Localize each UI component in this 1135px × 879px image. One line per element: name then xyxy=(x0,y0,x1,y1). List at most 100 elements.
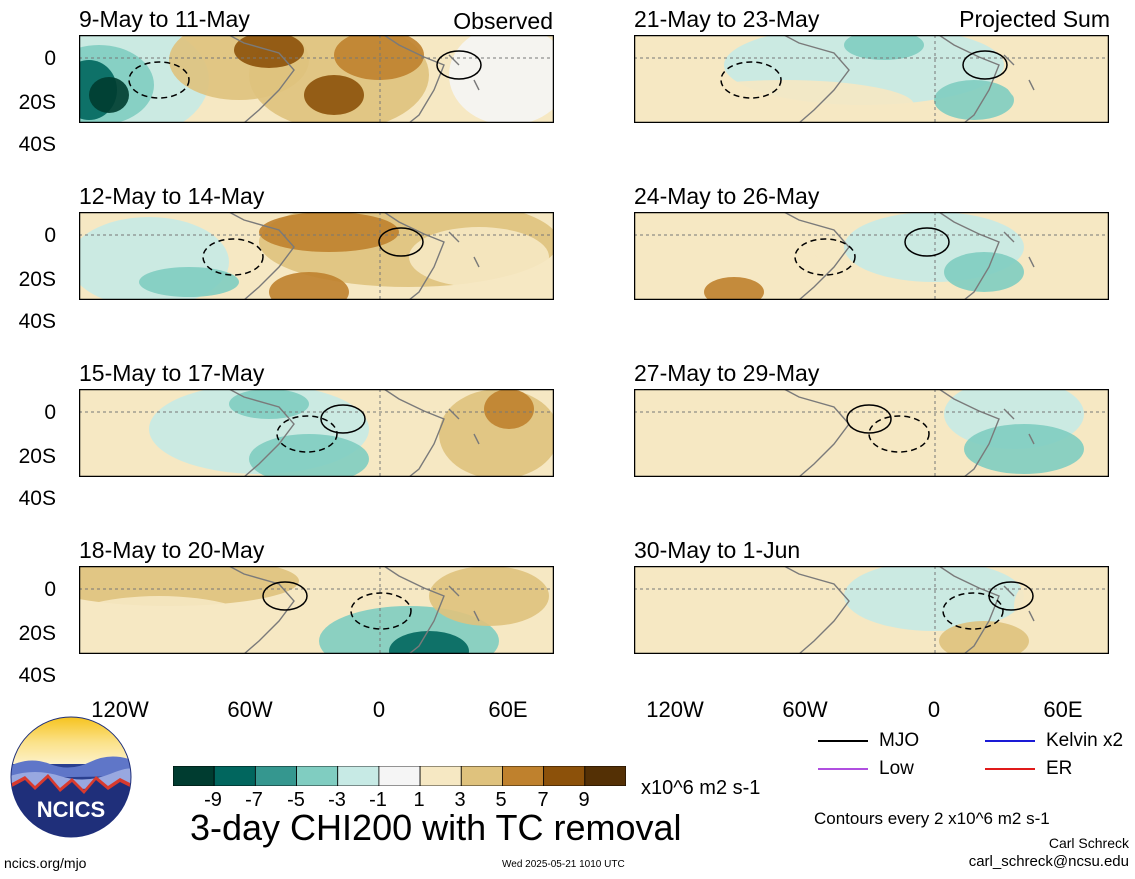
anomaly-shading xyxy=(269,272,349,300)
map-frame xyxy=(79,212,554,300)
panel-tag-observed: Observed xyxy=(453,8,553,34)
map-panel-12-may-14-may xyxy=(79,212,554,300)
anomaly-shading xyxy=(1004,35,1109,115)
legend-label-low: Low xyxy=(879,758,914,779)
anomaly-shading xyxy=(654,80,914,123)
x-tick-60e: 60E xyxy=(488,697,528,722)
coastline xyxy=(228,566,480,654)
y-tick-40s: 40S xyxy=(18,310,56,333)
colorbar-label: -1 xyxy=(369,789,387,811)
colorbar-swatch xyxy=(460,766,503,786)
y-tick-40s: 40S xyxy=(18,664,56,687)
panel-title-7: 27-May to 29-May xyxy=(634,360,820,386)
coastline xyxy=(228,389,480,477)
map-frame xyxy=(634,566,1109,654)
map-frame xyxy=(79,566,554,654)
anomaly-shading xyxy=(449,35,554,123)
colorbar-swatch xyxy=(213,766,256,786)
contour-negative xyxy=(202,238,264,276)
legend-label-mjo: MJO xyxy=(879,730,920,751)
anomaly-shading xyxy=(854,444,974,477)
anomaly-shading xyxy=(89,77,129,113)
contour-negative xyxy=(128,61,190,99)
legend-label-kelvin: Kelvin x2 xyxy=(1046,730,1124,751)
colorbar-units: x10^6 m2 s-1 xyxy=(641,777,761,799)
colorbar-swatch xyxy=(419,766,462,786)
contour-mjo xyxy=(904,227,950,257)
x-tick-120w: 120W xyxy=(646,697,704,722)
panel-title-2: 12-May to 14-May xyxy=(79,183,265,209)
colorbar-swatch xyxy=(173,766,215,786)
y-tick-20s: 20S xyxy=(18,622,56,645)
anomaly-shading xyxy=(939,621,1029,654)
anomaly-shading xyxy=(634,232,824,300)
contour-mjo xyxy=(846,404,892,434)
colorbar-label: -7 xyxy=(245,789,263,811)
anomaly-shading xyxy=(234,35,304,68)
contours-note: Contours every 2 x10^6 m2 s-1 xyxy=(814,809,1050,828)
x-tick-60w: 60W xyxy=(227,697,273,722)
panel-title-6: 24-May to 26-May xyxy=(634,183,820,209)
x-tick-0: 0 xyxy=(372,697,386,722)
x-tick-60w: 60W xyxy=(782,697,828,722)
map-frame xyxy=(79,389,554,477)
y-tick-40s: 40S xyxy=(18,487,56,510)
contour-negative xyxy=(868,415,930,453)
colorbar-label: -3 xyxy=(328,789,346,811)
map-panel-24-may-26-may xyxy=(634,212,1109,300)
y-tick-40s: 40S xyxy=(18,133,56,156)
colorbar-swatch xyxy=(378,766,421,786)
anomaly-shading xyxy=(704,277,764,300)
colorbar-swatch xyxy=(337,766,380,786)
y-tick-20s: 20S xyxy=(18,268,56,291)
contour-negative xyxy=(942,592,1004,630)
logo-text: NCICS xyxy=(37,797,105,822)
y-tick-20s: 20S xyxy=(18,445,56,468)
anomaly-shading xyxy=(844,35,924,60)
colorbar-label: 7 xyxy=(537,789,549,811)
x-tick-0: 0 xyxy=(927,697,941,722)
anomaly-shading xyxy=(944,252,1024,292)
panel-title-3: 15-May to 17-May xyxy=(79,360,265,386)
legend-line-er xyxy=(985,768,1035,770)
colorbar-swatch xyxy=(543,766,586,786)
anomaly-shading xyxy=(389,631,469,654)
email-link[interactable]: carl_schreck@ncsu.edu xyxy=(968,853,1129,870)
legend-line-kelvin xyxy=(985,740,1035,742)
contour-negative xyxy=(276,415,338,453)
anomaly-shading xyxy=(304,75,364,115)
x-tick-120w: 120W xyxy=(91,697,149,722)
panel-title-5: 21-May to 23-May xyxy=(634,6,820,32)
ncics-logo: NCICS xyxy=(10,716,132,838)
map-panel-15-may-17-may xyxy=(79,389,554,477)
panel-tag-projected: Projected Sum xyxy=(959,6,1110,32)
legend-line-low xyxy=(818,768,868,770)
colorbar-label: -5 xyxy=(287,789,305,811)
anomaly-shading xyxy=(934,80,1014,120)
site-link[interactable]: ncics.org/mjo xyxy=(4,855,87,871)
map-frame xyxy=(634,389,1109,477)
map-panel-18-may-20-may xyxy=(79,566,554,654)
anomaly-shading xyxy=(1034,217,1109,267)
anomaly-shading xyxy=(79,566,299,606)
colorbar-swatch xyxy=(296,766,339,786)
y-tick-0: 0 xyxy=(44,578,56,601)
panel-title-4: 18-May to 20-May xyxy=(79,537,265,563)
anomaly-shading xyxy=(429,566,549,626)
colorbar-swatch xyxy=(254,766,297,786)
anomaly-shading xyxy=(1014,566,1109,646)
legend-line-mjo xyxy=(818,740,868,742)
panel-title-8: 30-May to 1-Jun xyxy=(634,537,801,563)
contour-negative xyxy=(794,238,856,276)
contour-mjo xyxy=(378,227,424,257)
coastline xyxy=(783,35,1035,123)
colorbar-label: 5 xyxy=(495,789,507,811)
chart-title: 3-day CHI200 with TC removal xyxy=(190,807,682,848)
map-panel-27-may-29-may xyxy=(634,389,1109,477)
y-tick-20s: 20S xyxy=(18,91,56,114)
contour-mjo xyxy=(436,50,482,80)
colorbar-label: 9 xyxy=(578,789,590,811)
colorbar xyxy=(173,766,626,786)
anomaly-shading xyxy=(634,409,854,477)
coastline xyxy=(228,35,480,123)
